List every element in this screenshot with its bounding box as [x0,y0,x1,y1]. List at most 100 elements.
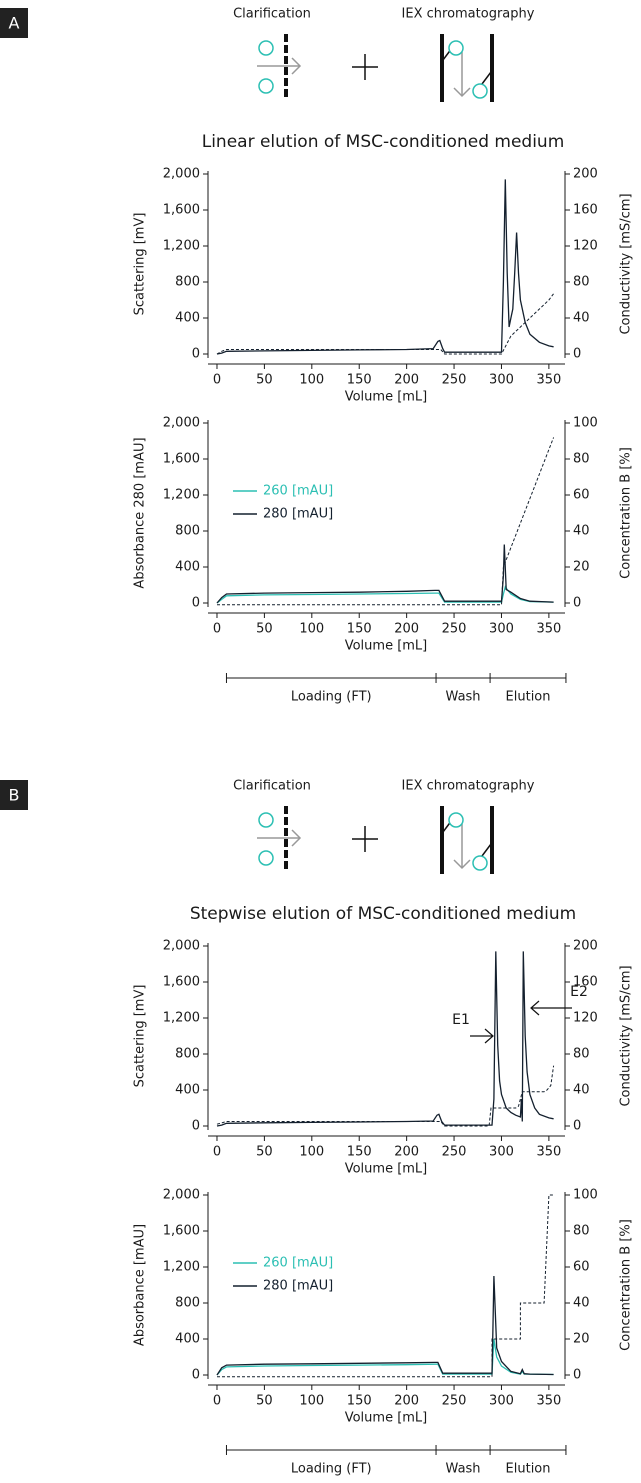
x-tick-label: 300 [489,1394,514,1409]
x-axis-label: Volume [mL] [345,639,428,654]
y-tick-label: 0 [192,596,200,611]
y2-tick-label: 60 [573,1260,590,1275]
x-tick-label: 200 [394,1394,419,1409]
y2-tick-label: 160 [573,203,598,218]
y2-tick-label: 80 [573,1047,590,1062]
data-line [216,951,554,1127]
legend-label: 280 [mAU] [263,507,333,522]
phase-label: Elution [506,1462,551,1477]
panel-label: A [9,14,20,33]
y-axis-label: Scattering [mV] [133,213,148,316]
y-tick-label: 1,200 [163,1260,200,1275]
y2-tick-label: 80 [573,275,590,290]
x-tick-label: 350 [536,373,561,388]
y-tick-label: 1,600 [163,1224,200,1239]
y2-tick-label: 40 [573,524,590,539]
x-tick-label: 50 [256,622,273,637]
x-tick-label: 100 [299,373,324,388]
y-tick-label: 800 [175,275,200,290]
phase-label: Wash [446,1462,481,1477]
x-tick-label: 350 [536,1145,561,1160]
secondary-line [217,1194,554,1378]
step-label: Clarification [233,779,311,794]
y-tick-label: 2,000 [163,1188,200,1203]
data-line [216,1275,554,1376]
y-tick-label: 800 [175,1296,200,1311]
phase-label: Elution [506,690,551,705]
x-axis-label: Volume [mL] [345,1162,428,1177]
y2-tick-label: 40 [573,1296,590,1311]
process-icons [255,804,494,876]
y-tick-label: 0 [192,347,200,362]
secondary-line [217,437,555,606]
x-tick-label: 150 [347,1394,372,1409]
secondary-line [216,293,555,355]
y2-axis-label: Conductivity [mS/cm] [619,965,634,1106]
legend-label: 260 [mAU] [263,484,333,499]
y2-tick-label: 0 [573,596,581,611]
y-tick-label: 0 [192,1119,200,1134]
x-tick-label: 0 [213,1394,221,1409]
x-tick-label: 0 [213,1145,221,1160]
y-axis-label: Absorbance 280 [mAU] [133,437,148,588]
data-line [216,179,554,355]
y-tick-label: 1,200 [163,1011,200,1026]
x-tick-label: 50 [256,373,273,388]
phase-label: Loading (FT) [291,690,372,705]
legend-label: 260 [mAU] [263,1256,333,1271]
x-axis-label: Volume [mL] [345,1411,428,1426]
y2-tick-label: 20 [573,560,590,575]
y-tick-label: 0 [192,1368,200,1383]
x-tick-label: 300 [489,373,514,388]
x-tick-label: 250 [442,373,467,388]
panel-label-box [0,8,28,38]
y2-tick-label: 200 [573,939,598,954]
annotation-arrow [530,1000,572,1016]
y-tick-label: 400 [175,1083,200,1098]
x-tick-label: 200 [394,1145,419,1160]
y-tick-label: 1,600 [163,203,200,218]
x-axis-label: Volume [mL] [345,390,428,405]
phase-label: Wash [446,690,481,705]
y2-tick-label: 0 [573,347,581,362]
panel-label: B [9,786,20,805]
y-tick-label: 800 [175,1047,200,1062]
y2-tick-label: 60 [573,488,590,503]
step-label: Clarification [233,7,311,22]
x-tick-label: 100 [299,1394,324,1409]
x-tick-label: 350 [536,1394,561,1409]
data-line [216,585,554,604]
x-tick-label: 250 [442,1145,467,1160]
y2-tick-label: 160 [573,975,598,990]
y2-axis-label: Concentration B [%] [619,1219,634,1351]
data-line [216,544,554,604]
y-tick-label: 1,200 [163,488,200,503]
y2-tick-label: 120 [573,1011,598,1026]
y-tick-label: 2,000 [163,416,200,431]
x-tick-label: 0 [213,373,221,388]
y-tick-label: 400 [175,560,200,575]
y2-tick-label: 0 [573,1368,581,1383]
y2-tick-label: 40 [573,311,590,326]
x-tick-label: 200 [394,622,419,637]
y2-tick-label: 120 [573,239,598,254]
y2-axis-label: Conductivity [mS/cm] [619,193,634,334]
y-tick-label: 800 [175,524,200,539]
y2-tick-label: 80 [573,452,590,467]
y-tick-label: 1,600 [163,452,200,467]
x-tick-label: 50 [256,1394,273,1409]
process-icons [255,32,494,104]
y2-tick-label: 100 [573,1188,598,1203]
annotation-arrow [470,1028,494,1044]
y2-tick-label: 100 [573,416,598,431]
x-tick-label: 250 [442,1394,467,1409]
x-tick-label: 50 [256,1145,273,1160]
x-tick-label: 200 [394,373,419,388]
y-tick-label: 1,600 [163,975,200,990]
panel-label-box [0,780,28,810]
y-axis-label: Scattering [mV] [133,985,148,1088]
phase-label: Loading (FT) [291,1462,372,1477]
data-line [216,1338,554,1376]
x-tick-label: 100 [299,1145,324,1160]
